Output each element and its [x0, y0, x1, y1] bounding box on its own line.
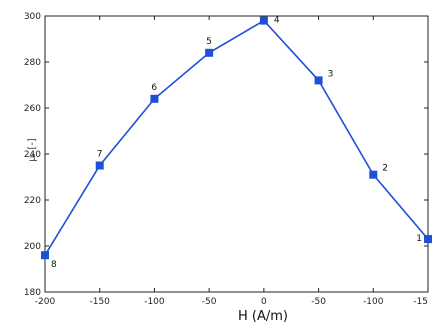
data-point-label: 3 — [328, 69, 334, 79]
data-point-marker — [41, 251, 49, 260]
x-tick-label: -50 — [311, 297, 326, 307]
data-point-label: 1 — [416, 234, 422, 244]
x-tick-label: -15 — [413, 297, 428, 307]
data-point-label: 6 — [151, 83, 157, 93]
x-tick-label: -100 — [144, 297, 165, 307]
data-point-marker — [314, 76, 323, 85]
y-tick-label: 220 — [24, 196, 41, 206]
data-point-marker — [150, 94, 159, 103]
data-point-label: 7 — [97, 150, 103, 160]
data-point-label: 8 — [51, 260, 57, 270]
data-point-marker — [259, 16, 268, 25]
y-axis-label: μᵣ [-] — [27, 138, 38, 162]
data-point-marker — [95, 161, 104, 170]
data-point-label: 2 — [382, 164, 388, 174]
series-line — [44, 19, 429, 256]
x-tick-label: -200 — [35, 297, 56, 307]
y-tick-label: 240 — [24, 150, 41, 160]
x-axis-label: H (A/m) — [238, 309, 288, 322]
x-tick-label: 0 — [261, 297, 267, 307]
data-point-label: 5 — [206, 37, 212, 47]
y-tick-label: 200 — [24, 242, 41, 252]
data-point-marker — [205, 48, 214, 57]
data-point-marker — [424, 235, 432, 244]
y-tick-label: 300 — [24, 12, 41, 22]
x-axis-ticks: -200 -150 -100 -50 0 -50 -100 -15 — [35, 16, 429, 307]
y-tick-label: 260 — [24, 104, 41, 114]
y-axis-ticks: 180 200 220 240 260 280 300 — [24, 12, 428, 298]
x-tick-label: -150 — [89, 297, 110, 307]
series-points: 8 7 6 5 4 3 2 1 — [41, 16, 432, 270]
data-point-marker — [369, 170, 378, 179]
y-tick-label: 180 — [24, 288, 41, 298]
x-tick-label: -100 — [363, 297, 384, 307]
x-tick-label: -50 — [202, 297, 217, 307]
y-tick-label: 280 — [24, 58, 41, 68]
data-point-label: 4 — [274, 16, 280, 26]
